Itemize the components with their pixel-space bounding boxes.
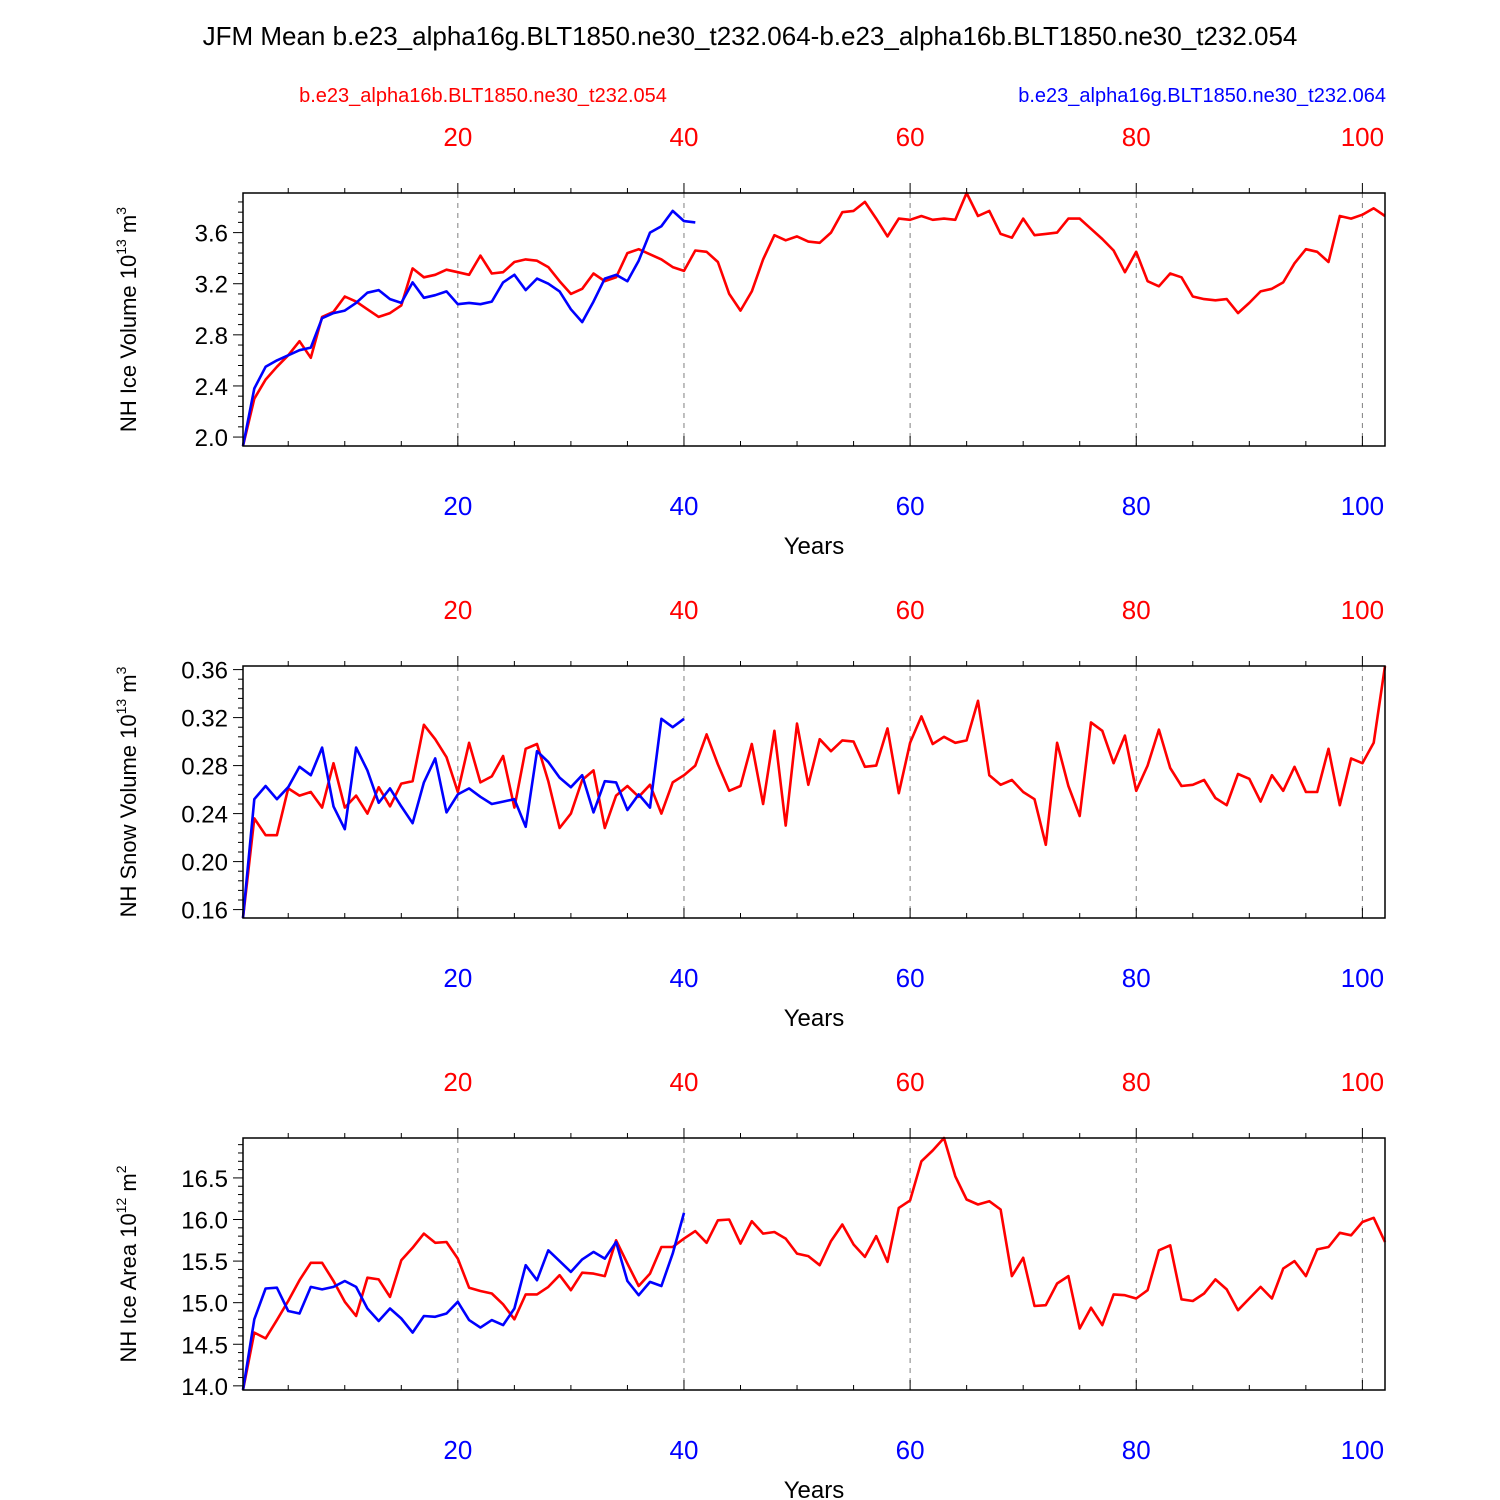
y-axis-label-unit-exponent: 3 <box>113 666 129 674</box>
x-axis-label: Years <box>784 533 845 560</box>
x-tick-label-bottom: 40 <box>670 963 699 993</box>
series-line-blue <box>241 717 685 919</box>
y-axis-label-unit: m <box>116 1173 141 1197</box>
x-tick-label-bottom: 20 <box>443 491 472 521</box>
x-tick-label-top: 100 <box>1341 122 1384 152</box>
x-tick-label-top: 20 <box>443 1067 472 1097</box>
x-tick-label-bottom: 100 <box>1341 491 1384 521</box>
series-line-red <box>241 191 1386 447</box>
y-axis-label-unit: m <box>116 674 141 698</box>
plot-frame <box>242 192 1386 447</box>
y-tick-label: 0.20 <box>181 850 228 877</box>
x-tick-label-bottom: 80 <box>1122 1435 1151 1465</box>
x-tick-label-top: 60 <box>896 122 925 152</box>
x-tick-label-bottom: 100 <box>1341 963 1384 993</box>
series-line-red <box>241 1136 1387 1391</box>
x-tick-label-bottom: 80 <box>1122 963 1151 993</box>
y-axis-label: NH Ice Area 1012 m2 <box>113 1165 141 1362</box>
x-tick-label-top: 80 <box>1122 1067 1151 1097</box>
legend-blue-series-label: b.e23_alpha16g.BLT1850.ne30_t232.064 <box>1018 85 1386 107</box>
x-tick-label-bottom: 20 <box>443 1435 472 1465</box>
y-tick-label: 14.5 <box>181 1332 228 1359</box>
y-axis-label-exponent: 12 <box>113 1198 129 1214</box>
chart-title: JFM Mean b.e23_alpha16g.BLT1850.ne30_t23… <box>203 21 1298 51</box>
x-tick-label-top: 60 <box>896 595 925 625</box>
x-tick-label-bottom: 40 <box>670 491 699 521</box>
y-tick-label: 2.4 <box>195 374 228 401</box>
y-tick-label: 2.8 <box>195 323 228 350</box>
x-tick-label-top: 40 <box>670 595 699 625</box>
x-tick-label-top: 20 <box>443 122 472 152</box>
x-tick-label-bottom: 40 <box>670 1435 699 1465</box>
y-axis-label-unit: m <box>116 215 141 239</box>
x-tick-label-top: 40 <box>670 1067 699 1097</box>
y-tick-label: 2.0 <box>195 425 228 452</box>
x-tick-label-bottom: 60 <box>896 491 925 521</box>
chart-panels: 2.0 2.4 2.8 3.2 3.6 20 20 40 40 60 60 80 80 100 100 Yea… <box>113 122 1387 1500</box>
y-tick-label: 14.0 <box>181 1374 228 1401</box>
y-axis-label: NH Ice Volume 1013 m3 <box>113 207 141 432</box>
x-tick-label-top: 100 <box>1341 1067 1384 1097</box>
panel-3: 14.0 14.5 15.0 15.5 16.0 16.5 20 20 40 40 60 60 80 80… <box>113 1067 1387 1500</box>
panel-2: 0.16 0.20 0.24 0.28 0.32 0.36 20 20 40 40 60 60 80 80… <box>113 595 1387 1032</box>
x-tick-label-bottom: 60 <box>896 963 925 993</box>
y-axis-label-text: NH Snow Volume 10 <box>116 714 141 917</box>
series-line-red <box>241 665 1387 919</box>
y-tick-label: 15.0 <box>181 1291 228 1318</box>
y-axis-label-unit-exponent: 2 <box>113 1165 129 1173</box>
y-tick-label: 0.24 <box>181 802 228 829</box>
x-tick-label-top: 40 <box>670 122 699 152</box>
x-tick-label-top: 20 <box>443 595 472 625</box>
x-tick-label-bottom: 20 <box>443 963 472 993</box>
y-tick-label: 0.28 <box>181 754 228 781</box>
series-line-blue <box>241 209 696 447</box>
panel-1: 2.0 2.4 2.8 3.2 3.6 20 20 40 40 60 60 80 80 100 100 Yea… <box>113 122 1386 560</box>
plot-frame <box>242 665 1386 919</box>
y-axis-label: NH Snow Volume 1013 m3 <box>113 666 141 917</box>
x-axis-label: Years <box>784 1477 845 1500</box>
y-tick-label: 16.0 <box>181 1208 228 1235</box>
x-tick-label-top: 100 <box>1341 595 1384 625</box>
series-line-blue <box>241 1212 686 1391</box>
y-tick-label: 3.2 <box>195 272 228 299</box>
x-tick-label-top: 80 <box>1122 595 1151 625</box>
y-tick-label: 15.5 <box>181 1249 228 1276</box>
y-axis-label-text: NH Ice Area 10 <box>116 1213 141 1362</box>
legend-red-series-label: b.e23_alpha16b.BLT1850.ne30_t232.054 <box>299 85 667 107</box>
y-axis-label-unit-exponent: 3 <box>113 207 129 215</box>
y-tick-label: 0.32 <box>181 706 228 733</box>
y-axis-label-exponent: 13 <box>113 699 129 715</box>
y-tick-label: 0.36 <box>181 658 228 685</box>
y-axis-label-text: NH Ice Volume 10 <box>116 255 141 432</box>
x-tick-label-bottom: 60 <box>896 1435 925 1465</box>
x-tick-label-top: 80 <box>1122 122 1151 152</box>
y-tick-label: 3.6 <box>195 221 228 248</box>
y-axis-label-exponent: 13 <box>113 239 129 255</box>
y-tick-label: 16.5 <box>181 1166 228 1193</box>
x-axis-label: Years <box>784 1005 845 1032</box>
x-tick-label-bottom: 80 <box>1122 491 1151 521</box>
plot-frame <box>242 1137 1386 1391</box>
y-tick-label: 0.16 <box>181 898 228 925</box>
x-tick-label-bottom: 100 <box>1341 1435 1384 1465</box>
x-tick-label-top: 60 <box>896 1067 925 1097</box>
